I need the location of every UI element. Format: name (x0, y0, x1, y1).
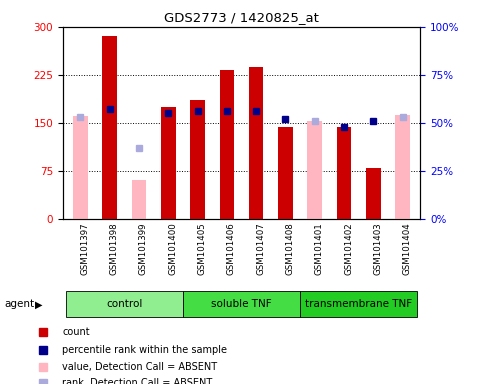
Bar (278, 127, 293, 219)
Bar (395, 114, 410, 219)
Bar (337, 127, 351, 219)
Bar (307, 121, 322, 219)
Bar (161, 107, 176, 219)
Bar (73, 116, 88, 219)
Text: value, Detection Call = ABSENT: value, Detection Call = ABSENT (62, 362, 217, 372)
Text: GSM101398: GSM101398 (110, 222, 119, 275)
Bar (102, 36, 117, 219)
Text: GSM101400: GSM101400 (168, 222, 177, 275)
Bar (366, 168, 381, 219)
Text: percentile rank within the sample: percentile rank within the sample (62, 344, 227, 354)
Text: soluble TNF: soluble TNF (211, 299, 272, 310)
Bar (395, 129, 410, 219)
Text: GSM101401: GSM101401 (315, 222, 324, 275)
Text: transmembrane TNF: transmembrane TNF (305, 299, 412, 310)
Text: ▶: ▶ (35, 299, 43, 310)
FancyBboxPatch shape (300, 291, 417, 317)
Bar (190, 101, 205, 219)
Bar (249, 67, 263, 219)
Text: control: control (106, 299, 142, 310)
FancyBboxPatch shape (183, 291, 300, 317)
Text: GDS2773 / 1420825_at: GDS2773 / 1420825_at (164, 12, 319, 25)
Text: agent: agent (5, 299, 35, 310)
Bar (220, 70, 234, 219)
Text: GSM101397: GSM101397 (80, 222, 89, 275)
Bar (132, 180, 146, 219)
Text: GSM101404: GSM101404 (403, 222, 412, 275)
Text: GSM101402: GSM101402 (344, 222, 353, 275)
Text: GSM101403: GSM101403 (373, 222, 383, 275)
Text: GSM101407: GSM101407 (256, 222, 265, 275)
Text: GSM101406: GSM101406 (227, 222, 236, 275)
Text: GSM101408: GSM101408 (285, 222, 295, 275)
Text: count: count (62, 328, 90, 338)
Text: GSM101399: GSM101399 (139, 222, 148, 275)
FancyBboxPatch shape (66, 291, 183, 317)
Text: GSM101405: GSM101405 (198, 222, 207, 275)
Text: rank, Detection Call = ABSENT: rank, Detection Call = ABSENT (62, 378, 212, 384)
